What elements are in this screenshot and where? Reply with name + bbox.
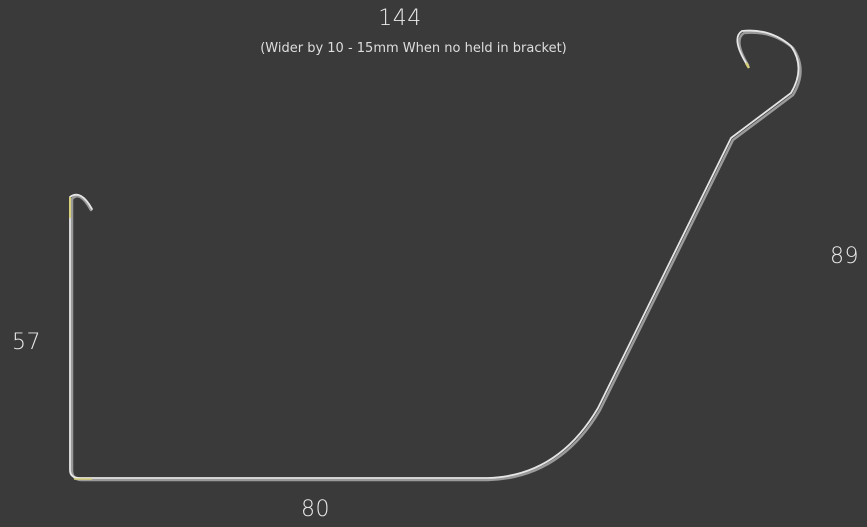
base-width-dimension: 80 xyxy=(301,497,330,522)
gutter-profile-shadow xyxy=(70,31,802,482)
top-width-dimension: 144 xyxy=(378,6,422,31)
gutter-profile-line xyxy=(69,29,800,479)
right-height-dimension: 89 xyxy=(830,244,859,269)
left-height-dimension: 57 xyxy=(12,330,41,355)
right-hook-accent xyxy=(744,62,751,69)
width-note: (Wider by 10 - 15mm When no held in brac… xyxy=(260,41,567,56)
